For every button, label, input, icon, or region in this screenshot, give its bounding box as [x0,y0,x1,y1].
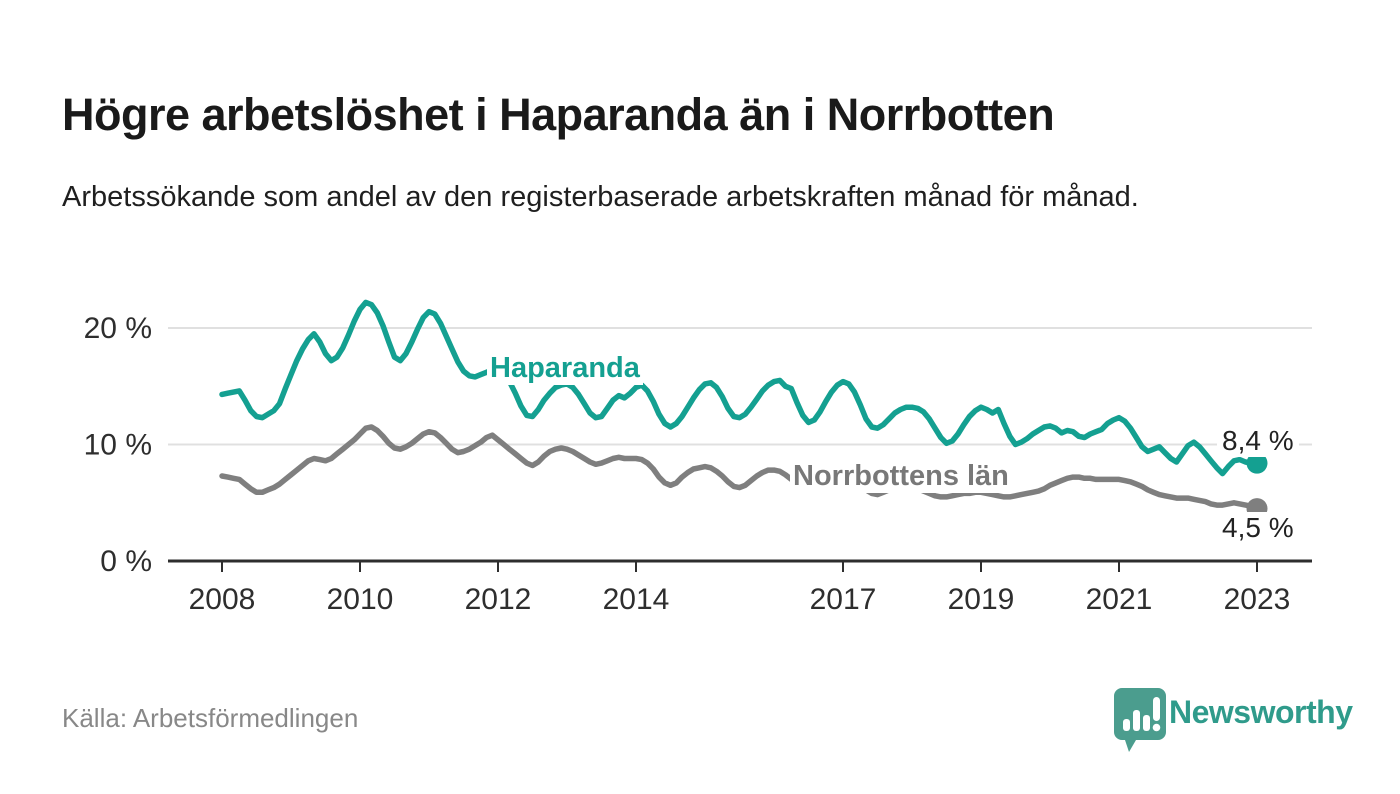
x-tick-label: 2017 [810,583,877,616]
x-tick-label: 2014 [603,583,670,616]
end-value-norrbotten: 4,5 % [1217,512,1299,544]
x-tick-label: 2012 [465,583,532,616]
series-line-norrbottens-län [219,424,1260,512]
x-tick-label: 2019 [948,583,1015,616]
chart-subtitle: Arbetssökande som andel av den registerb… [62,181,1139,213]
series-label-haparanda: Haparanda [487,352,643,385]
newsworthy-pin-icon [1114,688,1166,752]
series-label-norrbotten: Norrbottens län [790,460,1012,493]
x-tick-label: 2008 [189,583,256,616]
newsworthy-wordmark: Newsworthy [1169,694,1353,730]
x-tick-label: 2010 [327,583,394,616]
end-value-haparanda: 8,4 % [1217,425,1299,457]
x-tick-label: 2023 [1224,583,1291,616]
series-line-haparanda [219,299,1260,477]
y-tick-label: 10 % [84,429,152,462]
x-tick-label: 2021 [1086,583,1153,616]
newsworthy-logo: Newsworthy [1112,684,1353,756]
source-note: Källa: Arbetsförmedlingen [62,703,359,733]
series-end-dot [1246,452,1268,474]
chart-title: Högre arbetslöshet i Haparanda än i Norr… [62,89,1055,141]
y-tick-label: 0 % [100,545,152,578]
y-tick-label: 20 % [84,312,152,345]
